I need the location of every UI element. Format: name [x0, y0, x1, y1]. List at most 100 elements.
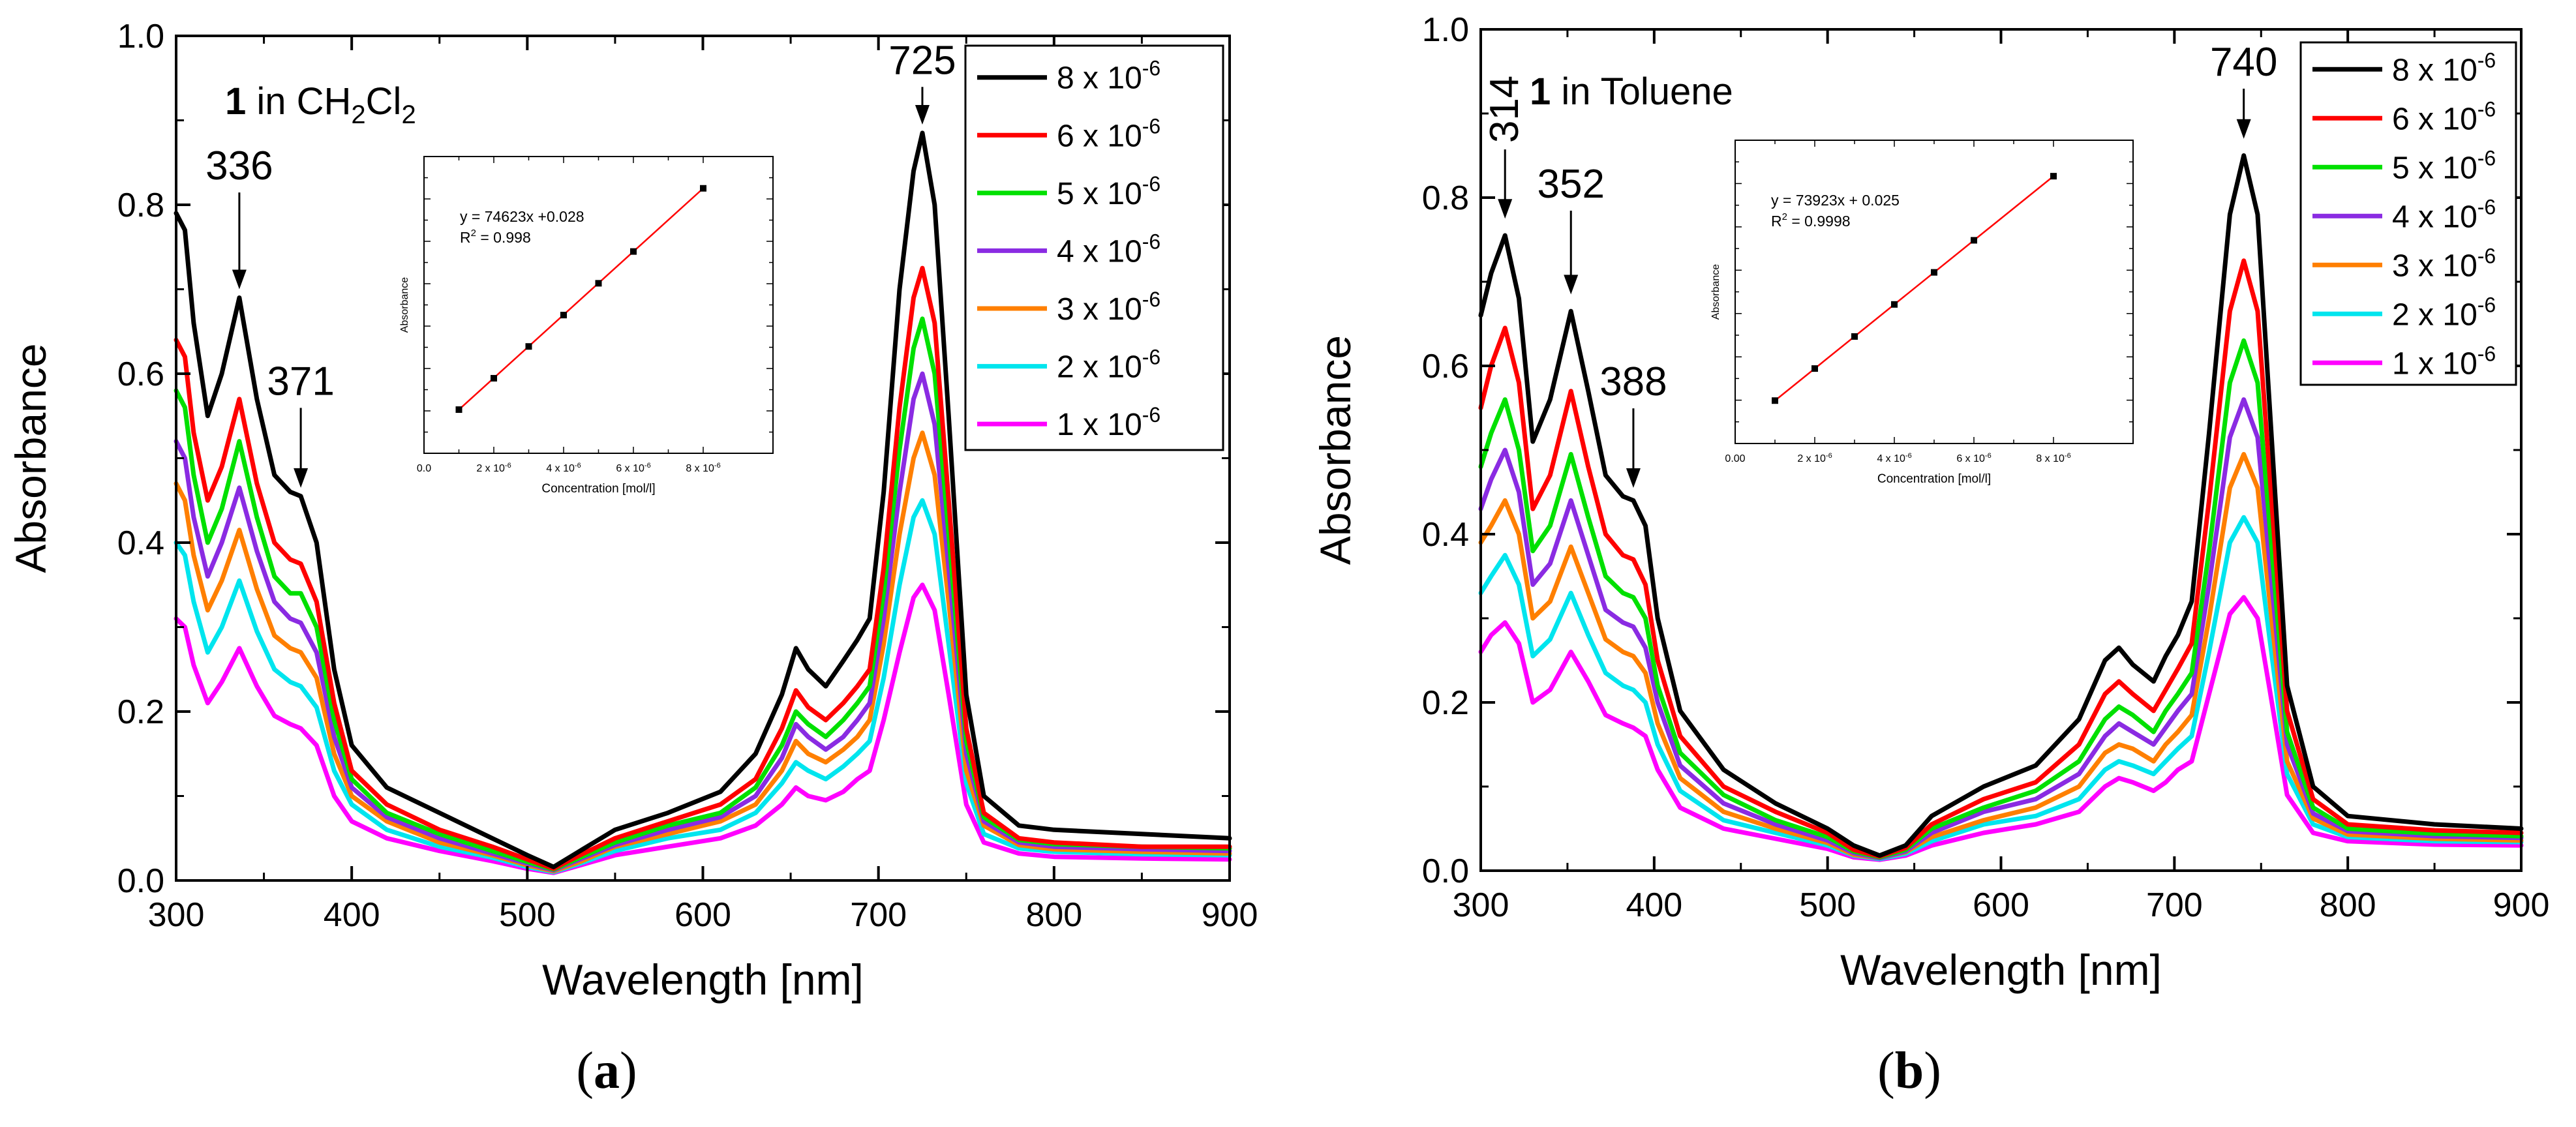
inset-x-tick-label: 4 x 10-6 — [546, 462, 581, 474]
legend-label-exponent: -6 — [2478, 195, 2496, 218]
y-tick-label: 0.0 — [1422, 852, 1469, 890]
legend-label-base: 1 x 10 — [2392, 346, 2478, 381]
peak-arrow-head — [232, 269, 247, 290]
y-axis-label: Absorbance — [7, 343, 55, 573]
chart-title-compound: 1 — [225, 80, 246, 123]
inset-data-point — [1931, 269, 1937, 276]
chart-title-part: in CH — [246, 80, 351, 123]
series-line-3e-6 — [174, 430, 1232, 874]
x-tick-label: 700 — [2146, 886, 2203, 924]
peak-annotation: 388 — [1599, 359, 1667, 488]
inset-x-tick-label-exponent: -6 — [575, 462, 581, 470]
inset-r2: R2 = 0.998 — [460, 228, 531, 246]
legend-label-exponent: -6 — [1142, 288, 1160, 311]
peak-arrow-head — [1626, 468, 1641, 488]
legend-label-base: 2 x 10 — [1057, 350, 1142, 385]
inset-x-tick-label-exponent: -6 — [1826, 452, 1832, 460]
y-tick-label: 0.6 — [1422, 348, 1469, 385]
x-tick-label: 900 — [2493, 886, 2550, 924]
legend-label-exponent: -6 — [1142, 57, 1160, 80]
legend-label: 1 x 10-6 — [1057, 403, 1160, 442]
peak-annotation: 371 — [267, 359, 335, 488]
chart-title-subscript: 2 — [401, 100, 416, 129]
peak-label: 371 — [267, 359, 334, 404]
inset-r2-sup: 2 — [471, 228, 476, 239]
inset-data-point — [491, 374, 497, 382]
chart-title-subscript: 2 — [351, 100, 365, 129]
inset-equation: y = 74623x +0.028 — [460, 208, 584, 225]
legend-label-exponent: -6 — [1142, 230, 1160, 253]
inset-x-tick-label: 4 x 10-6 — [1877, 452, 1911, 464]
legend-label-base: 4 x 10 — [2392, 200, 2478, 234]
inset-data-point — [630, 248, 637, 255]
peak-label: 388 — [1599, 359, 1667, 404]
peak-arrow-head — [1498, 199, 1513, 219]
peak-arrow-head — [294, 468, 309, 488]
peak-annotation: 725 — [888, 38, 956, 125]
inset-plot: 0.0 2 x 10-6 4 x 10-6 6 x 10-6 8 x 10-6y = 7… — [399, 156, 774, 496]
legend-label-base: 5 x 10 — [2392, 151, 2478, 185]
inset-x-tick-label: 2 x 10-6 — [1797, 452, 1832, 464]
panel-a-caption-open: ( — [576, 1042, 594, 1100]
legend: 8 x 10-66 x 10-65 x 10-64 x 10-63 x 10-6… — [964, 44, 1224, 451]
series-group — [174, 130, 1232, 875]
chart-panel-b: 0.0 0.2 0.4 0.6 0.8 1.0 300 400 500 600 700 800 900 W… — [1311, 11, 2549, 994]
legend-label-exponent: -6 — [1142, 403, 1160, 427]
inset-x-tick-label-base: 8 x 10 — [686, 463, 714, 474]
inset-x-tick-label-base: 2 x 10 — [1797, 453, 1826, 464]
series-line-8e-6 — [1478, 153, 2524, 858]
legend-label: 6 x 10-6 — [2392, 97, 2496, 136]
x-tick-label: 600 — [674, 896, 731, 934]
inset-frame — [1735, 140, 2134, 444]
series-line-5e-6 — [174, 316, 1232, 872]
peak-label: 725 — [888, 38, 956, 83]
y-tick-label: 1.0 — [117, 18, 164, 55]
x-tick-label: 300 — [148, 896, 205, 934]
panel-b-caption-open: ( — [1877, 1042, 1895, 1100]
legend-label-base: 6 x 10 — [2392, 102, 2478, 136]
series-group — [1478, 153, 2524, 862]
inset-x-tick-label: 6 x 10-6 — [1956, 452, 1991, 464]
inset-r2-value: = 0.9998 — [1787, 213, 1851, 230]
x-tick-label: 400 — [1626, 886, 1682, 924]
legend-label: 3 x 10-6 — [1057, 288, 1160, 327]
inset-fit-line — [1774, 175, 2054, 402]
inset-data-point — [525, 343, 532, 350]
inset-r2: R2 = 0.9998 — [1771, 211, 1851, 230]
legend-label-base: 8 x 10 — [1057, 61, 1142, 96]
panel-b-caption-letter: b — [1895, 1042, 1924, 1100]
inset-equation: y = 73923x + 0.025 — [1771, 192, 1900, 209]
legend-label: 4 x 10-6 — [2392, 195, 2496, 234]
inset-x-tick-label-base: 4 x 10 — [546, 463, 575, 474]
inset-data-point — [700, 185, 706, 192]
inset-data-point — [1772, 397, 1778, 404]
inset-x-tick-label-exponent: -6 — [714, 462, 721, 470]
chart-title: 1 in Toluene — [1530, 70, 1733, 113]
y-axis-label: Absorbance — [1311, 335, 1359, 565]
inset-data-point — [2050, 173, 2057, 180]
legend-label-exponent: -6 — [1142, 114, 1160, 138]
inset-data-point — [455, 406, 462, 413]
inset-x-tick-label: 8 x 10-6 — [2036, 452, 2070, 464]
inset-x-tick-label: 6 x 10-6 — [616, 462, 650, 474]
inset-x-tick-label-exponent: -6 — [2065, 452, 2071, 460]
legend-label: 8 x 10-6 — [2392, 48, 2496, 87]
peak-annotation: 740 — [2210, 40, 2277, 139]
chart-title-part: Cl — [366, 80, 402, 123]
y-tick-label: 0.0 — [117, 862, 164, 900]
inset-x-tick-label-base: 2 x 10 — [476, 463, 505, 474]
inset-data-point — [595, 280, 602, 287]
legend-label: 5 x 10-6 — [2392, 146, 2496, 185]
series-line-4e-6 — [174, 371, 1232, 873]
inset-y-axis-label: Absorbance — [1710, 264, 1721, 320]
inset-r2-value: = 0.998 — [476, 229, 531, 246]
inset-x-tick-label: 0.0 — [417, 463, 431, 474]
inset-x-tick-label-base: 6 x 10 — [1956, 453, 1985, 464]
chart-title: 1 in CH2Cl2 — [225, 80, 416, 129]
x-tick-label: 500 — [1799, 886, 1856, 924]
inset-x-tick-label: 0.00 — [1725, 453, 1745, 464]
series-line-5e-6 — [1478, 338, 2524, 860]
peak-arrow-head — [915, 104, 930, 125]
inset-y-axis-label: Absorbance — [399, 277, 410, 333]
